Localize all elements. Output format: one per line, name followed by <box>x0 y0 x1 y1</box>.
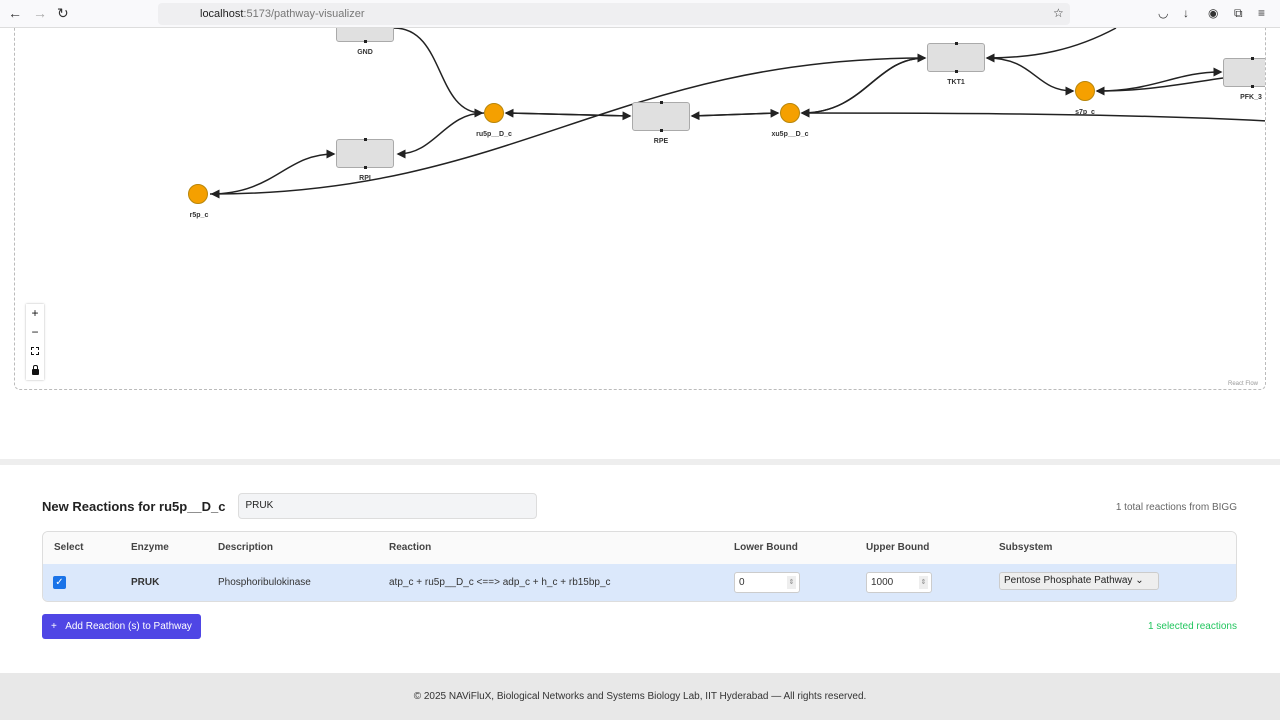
node-label: TKT1 <box>947 79 965 86</box>
browser-toolbar: ← → ↻ localhost:5173/pathway-visualizer … <box>0 0 1280 28</box>
col-reaction: Reaction <box>389 542 432 553</box>
node-label: ru5p__D_c <box>476 131 512 138</box>
node-label: s7p_c <box>1075 109 1095 116</box>
spinner-icon[interactable]: ⇕ <box>787 576 796 589</box>
edge-pfk3-s7p <box>1095 77 1224 96</box>
panel-title: New Reactions for ru5p__D_c <box>42 498 226 514</box>
panel-header: New Reactions for ru5p__D_c PRUK <box>42 493 537 519</box>
reactions-table: Select Enzyme Description Reaction Lower… <box>42 531 1237 602</box>
subsystem-select[interactable]: Pentose Phosphate Pathway ⌄ <box>999 572 1159 590</box>
table-row: ✓ PRUK Phosphoribulokinase atp_c + ru5p_… <box>43 564 1236 601</box>
url-bar[interactable]: localhost:5173/pathway-visualizer <box>158 3 1070 25</box>
node-label: RPI <box>359 175 371 182</box>
reaction-node-rpi[interactable] <box>336 138 394 169</box>
pocket-icon[interactable]: ◡ <box>1158 6 1169 20</box>
edge-tkt1-s7p <box>986 57 1075 96</box>
forward-icon[interactable]: → <box>33 5 47 21</box>
edge-tkt1-xu5p <box>800 57 926 118</box>
metabolite-node-xu5p[interactable] <box>780 103 800 123</box>
total-count: 1 total reactions from BIGG <box>1115 502 1237 513</box>
edges <box>209 27 1265 199</box>
reaction-node-pfk3[interactable] <box>1223 57 1265 88</box>
edge-rpe-ru5p <box>504 108 631 118</box>
menu-icon[interactable]: ≡ <box>1258 6 1266 20</box>
table-header: Select Enzyme Description Reaction Lower… <box>43 532 1236 564</box>
add-reactions-button[interactable]: + Add Reaction (s) to Pathway <box>42 614 201 639</box>
spinner-icon[interactable]: ⇕ <box>919 576 928 589</box>
back-icon[interactable]: ← <box>8 5 22 21</box>
lower-bound-input[interactable]: 0 ⇕ <box>734 572 800 593</box>
reload-icon[interactable]: ↻ <box>57 5 69 21</box>
zoom-out-icon[interactable]: − <box>31 325 39 339</box>
fit-view-icon[interactable] <box>26 342 44 361</box>
node-label: r5p_c <box>189 212 209 219</box>
edge-xu5p-tkt1 <box>801 53 927 114</box>
react-flow-attribution[interactable]: React Flow <box>1228 381 1259 387</box>
col-enzyme: Enzyme <box>131 542 169 553</box>
description-cell: Phosphoribulokinase <box>218 577 311 588</box>
col-description: Description <box>218 542 274 553</box>
metabolite-node-r5p[interactable] <box>188 184 208 204</box>
footer: © 2025 NAViFluX, Biological Networks and… <box>0 673 1280 720</box>
extensions-icon[interactable]: ⧉ <box>1234 6 1243 20</box>
reaction-node-rpe[interactable] <box>632 101 690 132</box>
node-label: RPE <box>653 138 669 145</box>
edge-in-tkt1 <box>985 27 1117 63</box>
edge-ru5p-rpi <box>396 112 485 159</box>
reaction-node-tkt1[interactable] <box>927 42 985 73</box>
node-label: GND <box>357 49 373 56</box>
edge-right-xu5p <box>800 108 1265 122</box>
edge-xu5p-rpe <box>690 111 779 121</box>
enzyme-cell: PRUK <box>131 577 160 588</box>
reaction-cell: atp_c + ru5p__D_c <==> adp_c + h_c + rb1… <box>389 577 611 588</box>
edge-gnd-ru5p <box>393 27 484 118</box>
node-label: xu5p__D_c <box>771 131 809 138</box>
chevron-down-icon: ⌄ <box>1135 575 1144 586</box>
metabolite-node-ru5p[interactable] <box>484 103 504 123</box>
col-upper-bound: Upper Bound <box>866 542 930 553</box>
download-icon[interactable]: ↓ <box>1183 6 1189 20</box>
reaction-search-input[interactable]: PRUK <box>237 493 537 519</box>
col-lower-bound: Lower Bound <box>734 542 798 553</box>
col-subsystem: Subsystem <box>999 542 1053 553</box>
bookmark-star-icon[interactable]: ☆ <box>1053 6 1064 20</box>
node-label: PFK_3 <box>1240 94 1262 101</box>
col-select: Select <box>54 542 84 553</box>
select-checkbox[interactable]: ✓ <box>53 576 66 589</box>
metabolite-node-s7p[interactable] <box>1075 81 1095 101</box>
zoom-in-icon[interactable]: + <box>31 306 39 320</box>
plus-icon: + <box>51 621 57 632</box>
selected-count: 1 selected reactions <box>1148 621 1237 632</box>
flow-controls: + − <box>26 304 44 380</box>
pathway-canvas[interactable]: GND RPI RPE TKT1 PFK_3 ru5p__D_c r5p_c x… <box>14 0 1266 390</box>
edge-r5p-rpi <box>209 149 336 195</box>
divider <box>0 459 1280 465</box>
upper-bound-input[interactable]: 1000 ⇕ <box>866 572 932 593</box>
lock-icon[interactable] <box>26 361 44 380</box>
edge-tkt1-r5p <box>210 57 926 199</box>
account-icon[interactable]: ◉ <box>1208 6 1219 20</box>
